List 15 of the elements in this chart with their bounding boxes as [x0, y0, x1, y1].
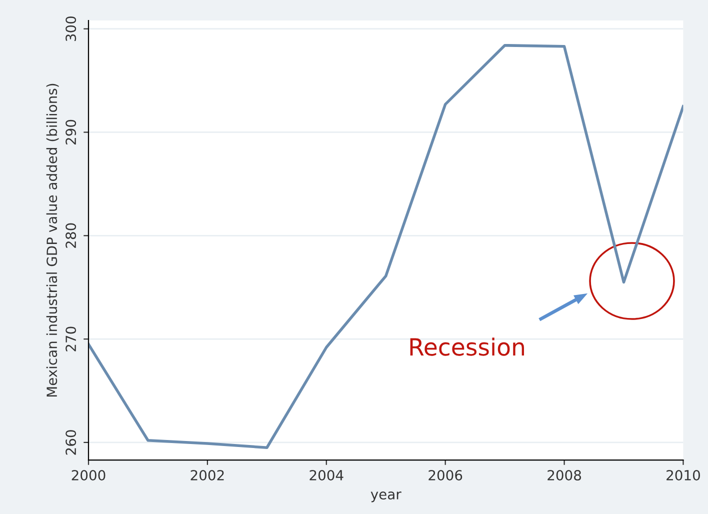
x-tick-label: 2004: [310, 470, 344, 481]
x-tick-label: 2008: [548, 470, 581, 481]
y-tick-label: 290: [66, 120, 76, 144]
y-axis-title: Mexican industrial GDP value added (billions): [46, 84, 59, 397]
x-tick-label: 2010: [666, 470, 700, 481]
y-tick-label: 280: [66, 223, 76, 248]
x-tick-label: 2002: [190, 470, 224, 481]
y-tick-label: 270: [66, 326, 76, 352]
y-tick-label: 260: [66, 430, 76, 455]
y-tick-label: 300: [66, 16, 76, 42]
x-tick-label: 2000: [72, 470, 106, 481]
x-tick-label: 2006: [428, 470, 462, 481]
line-series: [88, 44, 684, 450]
annotation: Recession: [410, 338, 524, 356]
x-axis-title: year: [370, 492, 402, 502]
